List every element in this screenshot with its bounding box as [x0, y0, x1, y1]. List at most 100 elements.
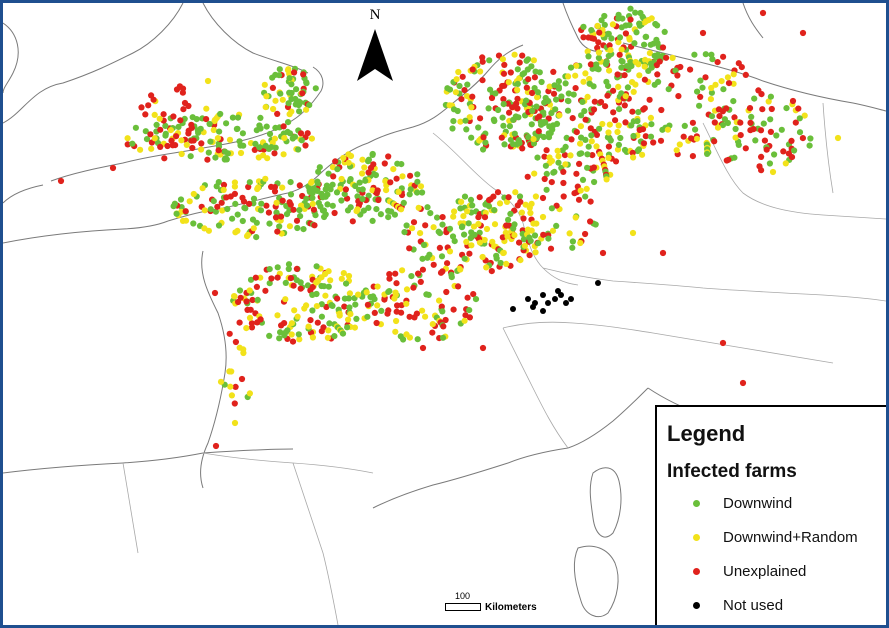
farm-dot — [587, 125, 594, 132]
farm-dot — [262, 175, 269, 182]
farm-dot — [355, 291, 362, 298]
farm-dot — [714, 124, 722, 131]
farm-dot — [142, 128, 149, 135]
farm-dot — [490, 116, 497, 123]
farm-dot — [324, 191, 331, 198]
farm-dot — [293, 277, 300, 284]
farm-dot — [345, 316, 352, 323]
farm-dot — [621, 146, 629, 154]
farm-dot — [266, 266, 273, 273]
farm-dot — [419, 266, 426, 273]
farm-dot — [548, 205, 556, 212]
farm-dot — [217, 110, 224, 118]
farm-dot — [669, 54, 676, 62]
farm-dot — [483, 264, 490, 271]
farm-dot — [540, 120, 547, 127]
farm-dot — [664, 126, 672, 133]
farm-dot — [429, 329, 436, 336]
farm-dot — [514, 105, 521, 112]
farm-dot — [263, 202, 270, 209]
farm-dot — [213, 183, 220, 190]
farm-dot — [217, 378, 225, 385]
farm-dot — [403, 331, 410, 338]
farm-dot — [162, 132, 169, 139]
farm-dot — [390, 166, 397, 173]
farm-dot — [549, 227, 557, 234]
farm-dot — [748, 113, 755, 120]
farm-dot — [621, 102, 628, 109]
farm-dot — [256, 144, 263, 151]
farm-dot — [407, 172, 414, 179]
farm-dot — [578, 112, 585, 119]
farm-dot — [291, 69, 298, 76]
farm-dot — [272, 214, 280, 221]
farm-dot — [438, 253, 446, 260]
farm-dot — [565, 90, 572, 97]
farm-dot — [430, 224, 437, 231]
farm-dot — [343, 280, 350, 287]
farm-dot — [417, 278, 424, 285]
farm-dot — [461, 317, 468, 324]
farm-dot — [640, 140, 648, 147]
farm-dot — [145, 102, 152, 109]
farm-dot — [287, 275, 294, 282]
farm-dot — [214, 135, 221, 142]
farm-dot — [296, 336, 303, 343]
farm-dot — [372, 172, 379, 179]
farm-dot — [529, 89, 536, 97]
farm-dot — [385, 153, 392, 160]
farm-dot — [585, 53, 592, 60]
farm-dot — [392, 328, 399, 335]
farm-dot — [692, 126, 699, 133]
farm-dot — [525, 133, 532, 141]
farm-dot — [650, 139, 657, 146]
farm-dot — [500, 70, 508, 77]
infected-farms-layer — [57, 5, 842, 450]
farm-dot — [468, 104, 475, 111]
farm-dot — [588, 27, 595, 34]
farm-dot — [206, 120, 213, 128]
farm-dot — [419, 307, 426, 314]
farm-dot — [514, 80, 521, 87]
farm-dot — [307, 188, 314, 196]
farm-dot — [582, 116, 589, 123]
farm-dot — [173, 133, 180, 140]
farm-dot — [560, 179, 567, 187]
farm-dot — [608, 35, 615, 42]
farm-dot — [439, 268, 446, 275]
farm-dot — [575, 196, 583, 203]
farm-dot — [325, 170, 332, 177]
farm-dot — [591, 178, 598, 186]
farm-dot — [356, 179, 363, 186]
legend-item-label: Unexplained — [723, 563, 807, 580]
farm-dot — [227, 383, 234, 390]
farm-dot — [579, 176, 587, 183]
farm-dot — [614, 128, 621, 136]
farm-dot — [587, 198, 594, 205]
farm-dot — [761, 137, 769, 144]
farm-dot — [274, 110, 281, 117]
farm-dot — [512, 189, 519, 196]
farm-dot — [258, 200, 265, 207]
farm-dot — [516, 59, 523, 66]
farm-dot — [659, 249, 667, 257]
farm-dot — [239, 130, 246, 137]
farm-dot — [424, 254, 431, 261]
farm-dot — [752, 137, 759, 144]
farm-dot — [643, 33, 650, 40]
farm-dot — [138, 104, 145, 111]
farm-dot — [724, 74, 732, 81]
farm-dot-not-used — [545, 300, 551, 306]
farm-dot — [615, 83, 622, 90]
farm-dot — [282, 279, 289, 286]
farm-dot — [201, 207, 208, 214]
farm-dot — [314, 178, 321, 185]
farm-dot — [516, 193, 524, 200]
farm-dot — [732, 125, 739, 133]
farm-dot — [607, 137, 614, 144]
farm-dot — [284, 128, 291, 135]
farm-dot — [637, 9, 644, 17]
farm-dot — [834, 134, 842, 142]
farm-dot — [288, 331, 295, 338]
farm-dot — [313, 303, 320, 310]
